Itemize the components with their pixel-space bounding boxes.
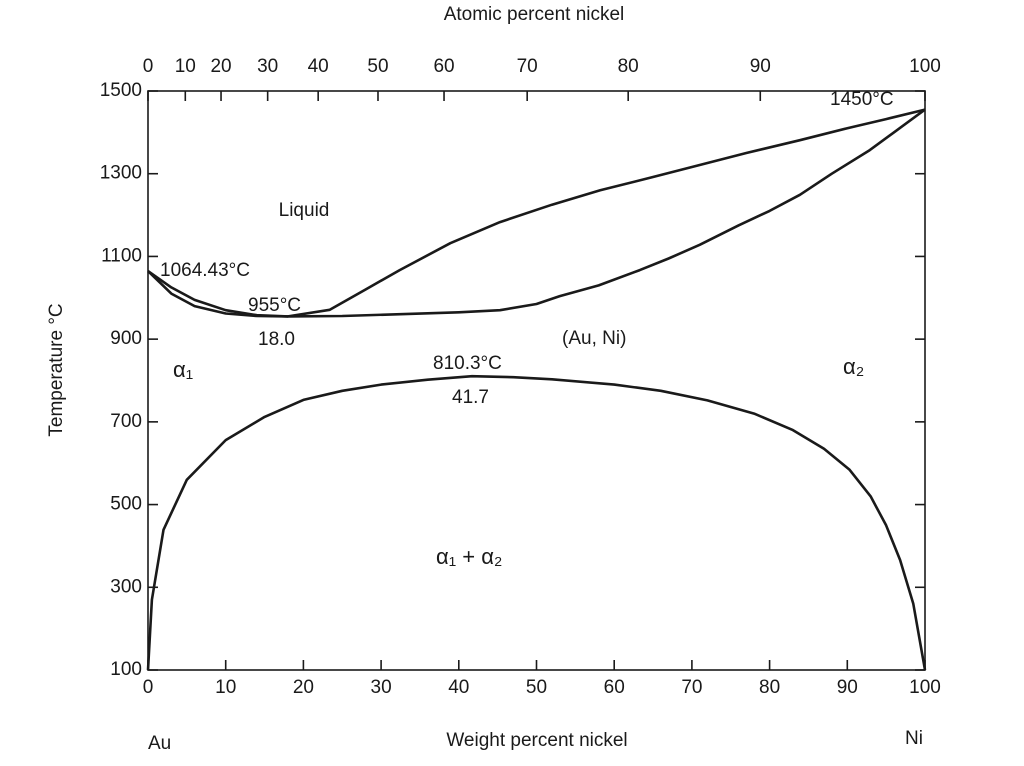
x-tick-label: 50 [526,677,547,698]
top-tick-label: 80 [618,56,639,77]
x-tick-label: 80 [759,677,780,698]
x-axis-title: Weight percent nickel [446,730,627,751]
annotation: 41.7 [452,387,489,408]
annotation: α₁ + α₂ [436,544,502,569]
y-tick-label: 1100 [101,245,142,266]
y-tick-label: 500 [110,494,142,515]
top-tick-label: 70 [517,56,538,77]
annotation: (Au, Ni) [562,328,626,349]
annotation: 1450°C [830,89,894,110]
annotation: 18.0 [258,329,295,350]
x-tick-label: 70 [681,677,702,698]
x-tick-label: 30 [371,677,392,698]
y-axis-title: Temperature °C [46,303,67,436]
x-tick-label: 20 [293,677,314,698]
x-tick-label: 40 [448,677,469,698]
y-tick-label: 700 [110,411,142,432]
top-axis-title: Atomic percent nickel [444,4,625,25]
top-tick-label: 40 [308,56,329,77]
curve [147,108,926,318]
x-tick-label: 60 [604,677,625,698]
y-tick-label: 1500 [100,80,142,101]
curve [147,108,926,318]
x-tick-label: 100 [909,677,941,698]
annotation: Ni [905,728,923,749]
top-tick-label: 30 [257,56,278,77]
top-tick-label: 100 [909,56,941,77]
annotation: α₁ [173,357,193,382]
annotation: 810.3°C [433,353,502,374]
annotation: Liquid [279,200,330,221]
annotation: 1064.43°C [160,260,250,281]
annotation: 955°C [248,295,301,316]
top-tick-label: 10 [175,56,196,77]
y-tick-label: 300 [110,576,142,597]
y-tick-label: 1300 [100,163,142,184]
top-tick-label: 50 [367,56,388,77]
top-tick-label: 20 [210,56,231,77]
annotation: Au [148,733,171,754]
x-tick-label: 0 [143,677,154,698]
x-tick-label: 90 [837,677,858,698]
top-tick-label: 0 [143,56,154,77]
top-tick-label: 90 [750,56,771,77]
x-tick-label: 10 [215,677,236,698]
plot-frame [147,90,926,671]
y-tick-label: 900 [110,328,142,349]
y-tick-label: 100 [110,659,142,680]
annotation: α₂ [843,354,864,379]
curve [146,374,927,671]
top-tick-label: 60 [433,56,454,77]
